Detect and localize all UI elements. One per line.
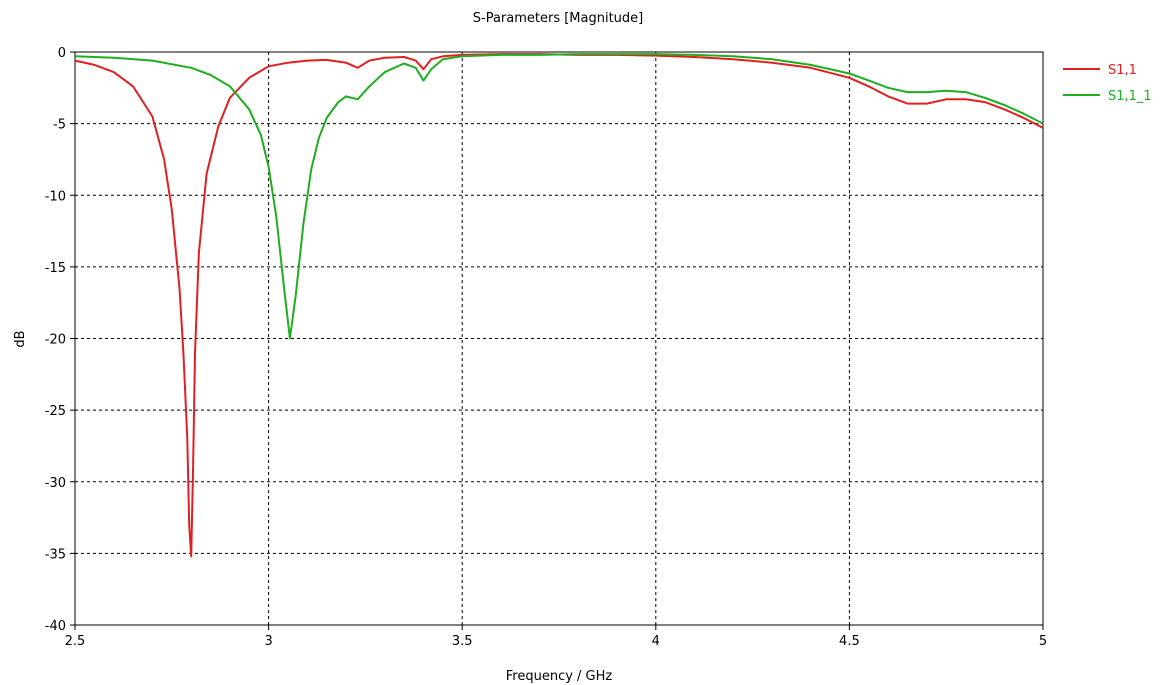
x-tick-label: 3.5	[452, 634, 473, 649]
x-tick-label: 5	[1039, 634, 1047, 649]
series-line-1	[74, 53, 1044, 558]
y-tick-label: -10	[45, 189, 66, 204]
y-tick-label: 0	[58, 46, 66, 61]
series-lines	[74, 53, 1044, 558]
x-axis-label: Frequency / GHz	[506, 669, 613, 684]
series-line-2	[74, 53, 1044, 340]
x-tick-label: 4.5	[839, 634, 860, 649]
legend-label-2: S1,1_1	[1108, 89, 1152, 104]
y-tick-label: -25	[45, 404, 66, 419]
y-axis-ticks: 0 -5 -10 -15 -20 -25 -30 -35 -40	[45, 46, 75, 634]
y-tick-label: -5	[53, 118, 66, 133]
y-tick-label: -35	[45, 547, 66, 562]
x-axis-ticks: 2.5 3 3.5 4 4.5 5	[65, 625, 1047, 649]
grid	[75, 52, 1043, 625]
x-tick-label: 3	[264, 634, 272, 649]
y-tick-label: -20	[45, 333, 66, 348]
legend-label-1: S1,1	[1108, 63, 1137, 78]
y-tick-label: -40	[45, 619, 66, 634]
y-tick-label: -15	[45, 261, 66, 276]
x-tick-label: 2.5	[65, 634, 86, 649]
y-axis-label: dB	[13, 330, 28, 347]
chart-title: S-Parameters [Magnitude]	[473, 11, 644, 26]
legend: S1,1 S1,1_1	[1063, 63, 1152, 104]
x-tick-label: 4	[652, 634, 660, 649]
y-tick-label: -30	[45, 476, 66, 491]
